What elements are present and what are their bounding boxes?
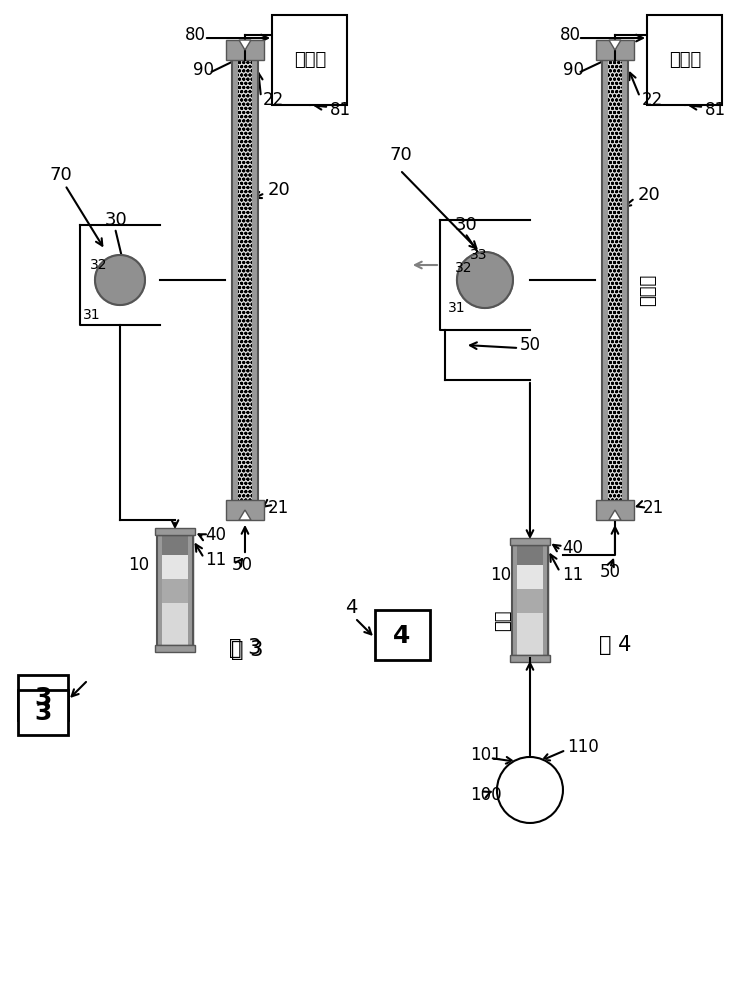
Text: 40: 40	[562, 539, 583, 557]
Text: 33: 33	[470, 248, 488, 262]
Text: 3: 3	[34, 701, 52, 725]
Polygon shape	[609, 40, 621, 50]
Text: 31: 31	[83, 308, 101, 322]
Text: 检测器: 检测器	[669, 51, 701, 69]
Text: 101: 101	[470, 746, 502, 764]
Text: 90: 90	[193, 61, 214, 79]
Bar	[188, 535, 193, 645]
Polygon shape	[609, 510, 621, 520]
Bar	[226, 40, 264, 60]
Text: 50: 50	[232, 556, 253, 574]
Bar	[512, 545, 517, 655]
Bar	[18, 675, 68, 720]
Text: 21: 21	[643, 499, 664, 517]
Bar	[157, 535, 162, 645]
Bar	[155, 645, 195, 652]
Text: 捕集: 捕集	[494, 609, 512, 631]
Text: 21: 21	[268, 499, 289, 517]
Bar	[517, 589, 543, 613]
Bar	[512, 545, 548, 655]
Text: 70: 70	[50, 166, 73, 184]
Circle shape	[95, 255, 145, 305]
Text: 图 4: 图 4	[599, 635, 631, 655]
Polygon shape	[239, 40, 251, 50]
Bar	[602, 60, 608, 500]
Bar	[157, 535, 193, 645]
Text: 图 3: 图 3	[231, 640, 264, 660]
Bar	[608, 60, 622, 500]
Text: 32: 32	[455, 261, 472, 275]
Bar	[238, 60, 252, 500]
Text: 70: 70	[390, 146, 412, 164]
Bar	[226, 500, 264, 520]
Bar	[622, 60, 628, 500]
Bar	[232, 60, 238, 500]
Bar	[543, 545, 548, 655]
Bar	[162, 555, 188, 579]
Text: 40: 40	[205, 526, 226, 544]
Text: 90: 90	[563, 61, 584, 79]
Bar	[162, 603, 188, 645]
Bar	[18, 690, 68, 735]
Bar	[162, 535, 188, 555]
Text: 20: 20	[638, 186, 661, 204]
Text: 30: 30	[455, 216, 477, 234]
Text: 3: 3	[34, 686, 52, 710]
Bar	[162, 579, 188, 603]
Text: 32: 32	[90, 258, 107, 272]
Text: 30: 30	[105, 211, 128, 229]
Text: 4: 4	[345, 598, 358, 617]
Text: 图 3: 图 3	[228, 638, 261, 658]
Text: 11: 11	[205, 551, 226, 569]
Bar	[272, 15, 347, 105]
Text: 10: 10	[490, 566, 511, 584]
Text: 检测器: 检测器	[294, 51, 326, 69]
Bar	[517, 613, 543, 655]
Text: 81: 81	[705, 101, 726, 119]
Text: 22: 22	[642, 91, 664, 109]
Text: 10: 10	[128, 556, 149, 574]
Text: 分析柱: 分析柱	[639, 274, 657, 306]
Bar	[375, 610, 430, 660]
Bar	[238, 60, 252, 500]
Bar	[252, 60, 258, 500]
Text: 100: 100	[470, 786, 502, 804]
Text: 110: 110	[567, 738, 599, 756]
Bar	[517, 545, 543, 565]
Text: 80: 80	[185, 26, 206, 44]
Bar	[155, 528, 195, 535]
Text: 50: 50	[600, 563, 621, 581]
Text: 31: 31	[448, 301, 466, 315]
Bar	[510, 655, 550, 662]
Circle shape	[457, 252, 513, 308]
Text: 50: 50	[520, 336, 541, 354]
Text: 22: 22	[263, 91, 284, 109]
Polygon shape	[239, 510, 251, 520]
Bar	[510, 538, 550, 545]
Text: 11: 11	[562, 566, 583, 584]
Bar	[596, 40, 634, 60]
Text: 81: 81	[330, 101, 351, 119]
Bar	[596, 500, 634, 520]
Text: 80: 80	[560, 26, 581, 44]
Bar	[648, 15, 723, 105]
Text: 20: 20	[268, 181, 291, 199]
Bar	[608, 60, 622, 500]
Text: 4: 4	[393, 624, 411, 648]
Bar	[517, 565, 543, 589]
Circle shape	[497, 757, 563, 823]
